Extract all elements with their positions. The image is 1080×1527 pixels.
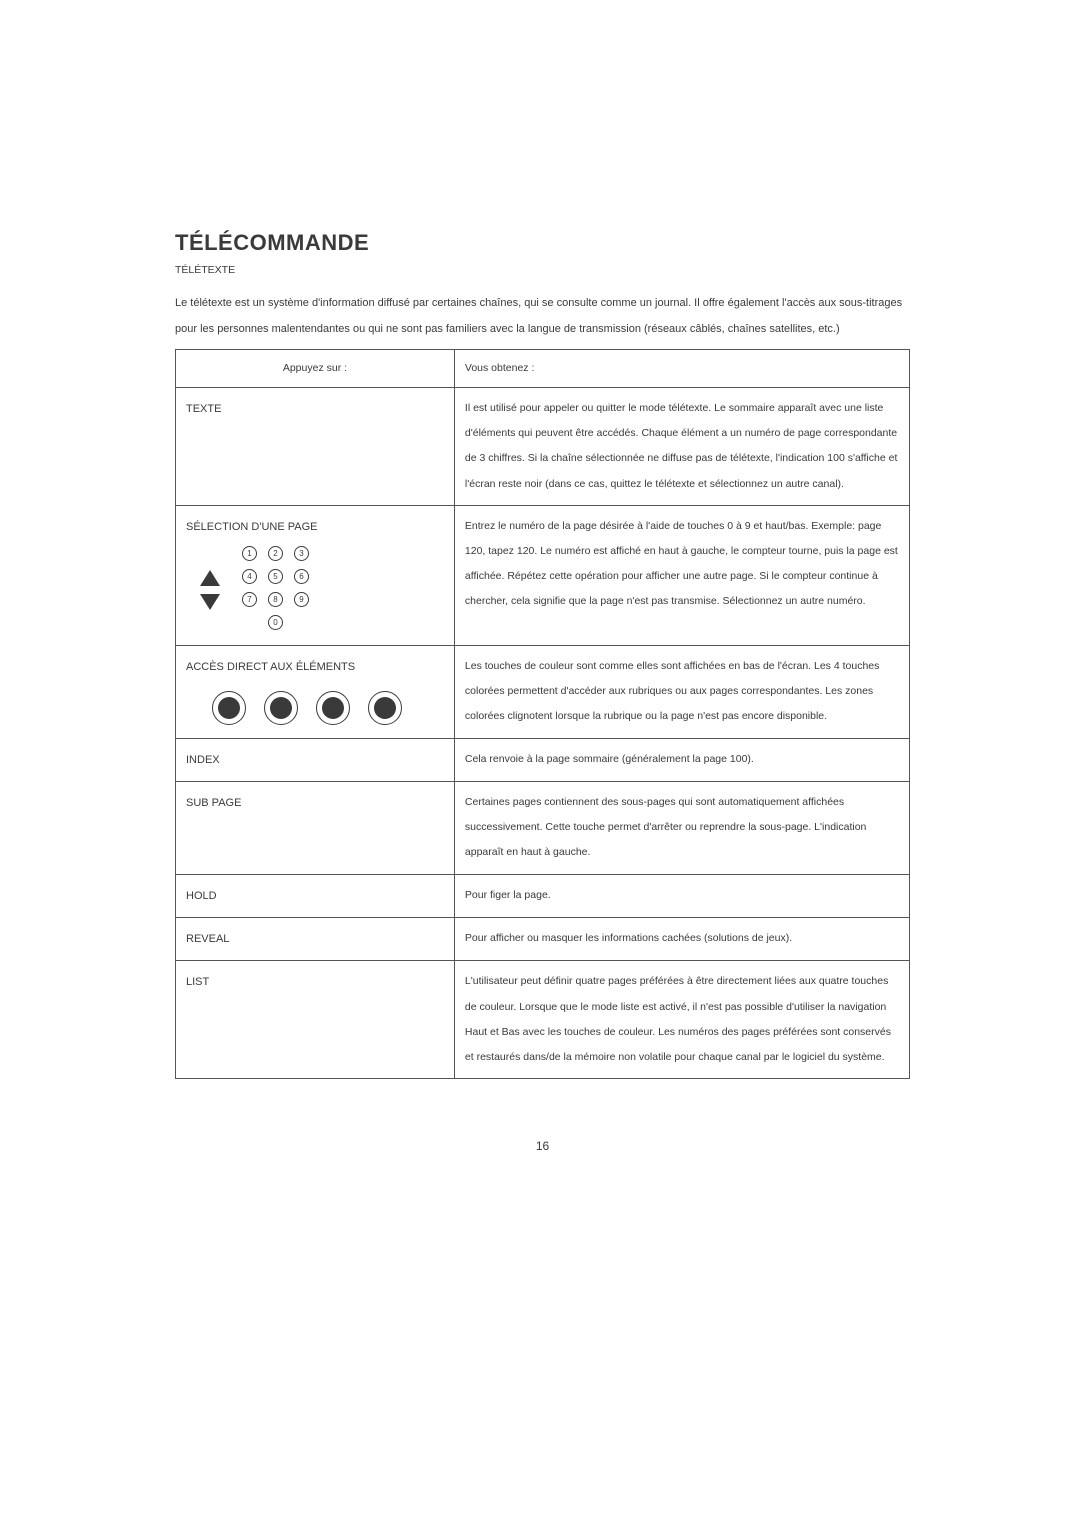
row-desc-acces: Les touches de couleur sont comme elles …	[454, 646, 909, 739]
table-row: TEXTE Il est utilisé pour appeler ou qui…	[176, 387, 910, 505]
row-label-index: INDEX	[176, 738, 455, 781]
row-acces: ACCÈS DIRECT AUX ÉLÉMENTS	[176, 646, 455, 739]
arrow-group	[200, 570, 220, 610]
page-number: 16	[175, 1139, 910, 1153]
row-label-texte: TEXTE	[176, 387, 455, 505]
table-row: SUB PAGE Certaines pages contiennent des…	[176, 782, 910, 875]
section-subtitle: TÉLÉTEXTE	[175, 264, 910, 276]
row-desc-subpage: Certaines pages contiennent des sous-pag…	[454, 782, 909, 875]
key-1-icon: 1	[242, 546, 257, 561]
key-0-icon: 0	[268, 615, 283, 630]
key-2-icon: 2	[268, 546, 283, 561]
number-keypad: 1 2 3 4 5 6 7 8 9 0	[242, 546, 312, 633]
key-8-icon: 8	[268, 592, 283, 607]
table-row: LIST L'utilisateur peut définir quatre p…	[176, 961, 910, 1079]
header-left: Appuyez sur :	[176, 349, 455, 387]
color-button-4-icon	[368, 691, 402, 725]
key-4-icon: 4	[242, 569, 257, 584]
color-button-2-icon	[264, 691, 298, 725]
row-desc-reveal: Pour afficher ou masquer les information…	[454, 918, 909, 961]
row-label-acces: ACCÈS DIRECT AUX ÉLÉMENTS	[186, 654, 444, 680]
intro-paragraph: Le télétexte est un système d'informatio…	[175, 290, 910, 343]
header-right: Vous obtenez :	[454, 349, 909, 387]
key-3-icon: 3	[294, 546, 309, 561]
arrow-down-icon	[200, 594, 220, 610]
row-desc-list: L'utilisateur peut définir quatre pages …	[454, 961, 909, 1079]
row-selection: SÉLECTION D'UNE PAGE 1 2 3 4 5 6 7 8 9 0	[176, 505, 455, 645]
color-button-1-icon	[212, 691, 246, 725]
keypad-illustration: 1 2 3 4 5 6 7 8 9 0	[200, 546, 444, 633]
row-desc-texte: Il est utilisé pour appeler ou quitter l…	[454, 387, 909, 505]
table-row: REVEAL Pour afficher ou masquer les info…	[176, 918, 910, 961]
color-buttons-illustration	[212, 691, 444, 725]
table-header-row: Appuyez sur : Vous obtenez :	[176, 349, 910, 387]
key-7-icon: 7	[242, 592, 257, 607]
key-9-icon: 9	[294, 592, 309, 607]
key-5-icon: 5	[268, 569, 283, 584]
row-label-reveal: REVEAL	[176, 918, 455, 961]
teletext-table: Appuyez sur : Vous obtenez : TEXTE Il es…	[175, 349, 910, 1079]
table-row: HOLD Pour figer la page.	[176, 874, 910, 917]
page-title: TÉLÉCOMMANDE	[175, 230, 910, 256]
row-desc-index: Cela renvoie à la page sommaire (général…	[454, 738, 909, 781]
color-button-3-icon	[316, 691, 350, 725]
row-label-list: LIST	[176, 961, 455, 1079]
table-row: SÉLECTION D'UNE PAGE 1 2 3 4 5 6 7 8 9 0	[176, 505, 910, 645]
row-label-hold: HOLD	[176, 874, 455, 917]
table-row: ACCÈS DIRECT AUX ÉLÉMENTS Les touches de…	[176, 646, 910, 739]
key-6-icon: 6	[294, 569, 309, 584]
row-desc-hold: Pour figer la page.	[454, 874, 909, 917]
row-label-selection: SÉLECTION D'UNE PAGE	[186, 514, 444, 540]
arrow-up-icon	[200, 570, 220, 586]
row-desc-selection: Entrez le numéro de la page désirée à l'…	[454, 505, 909, 645]
row-label-subpage: SUB PAGE	[176, 782, 455, 875]
table-row: INDEX Cela renvoie à la page sommaire (g…	[176, 738, 910, 781]
